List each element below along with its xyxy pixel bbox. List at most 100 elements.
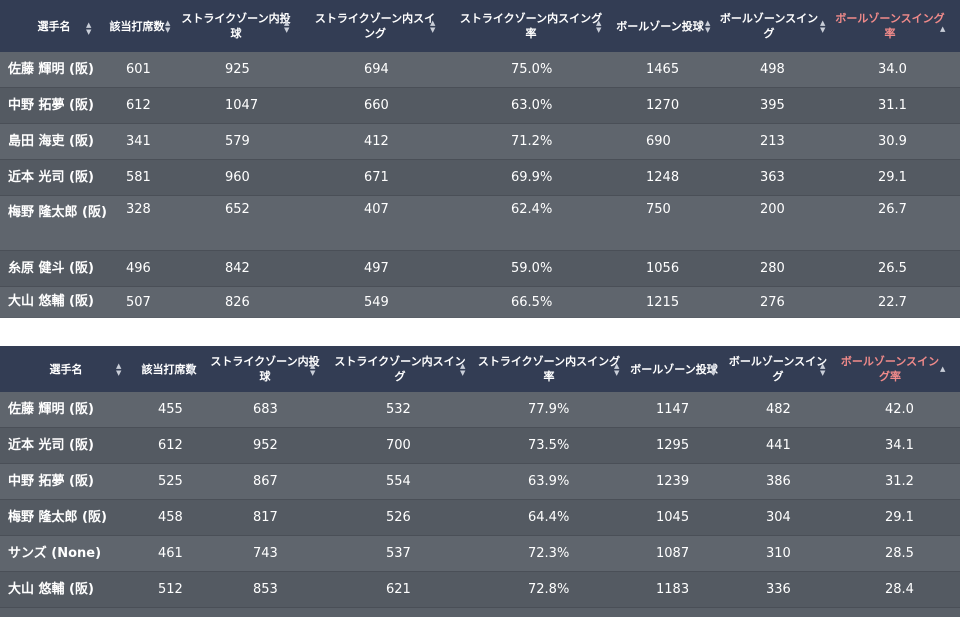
col-header-zone-pitches[interactable]: ストライクゾーン内投球 [210, 355, 320, 383]
cell-ball-pitches: 1465 [646, 62, 680, 77]
cell-zone-pitches: 826 [225, 294, 250, 310]
cell-ball-swing-rate: 42.0 [885, 402, 914, 417]
sort-asc-icon[interactable]: ▲ [940, 365, 946, 373]
cell-player[interactable]: 島田 海吏 (阪) [8, 133, 94, 149]
sort-arrows-icon[interactable]: ▲ ▼ [614, 362, 620, 377]
cell-ball-pitches: 750 [646, 202, 671, 217]
cell-ball-pitches: 1087 [656, 546, 690, 561]
col-header-ball-swing-rate[interactable]: ボールゾーンスイング率 [840, 355, 940, 383]
cell-player[interactable]: 中野 拓夢 (阪) [8, 473, 94, 489]
cell-player[interactable]: 大山 悠輔 (阪) [8, 581, 94, 597]
cell-zone-pitches: 867 [253, 474, 278, 489]
col-header-zone-swings[interactable]: ストライクゾーン内スイング [314, 12, 436, 40]
cell-pa: 512 [158, 582, 183, 597]
col-header-ball-swings[interactable]: ボールゾーンスイング [728, 355, 828, 383]
cell-zone-swing-rate: 63.9% [528, 474, 570, 489]
cell-ball-swings: 498 [760, 62, 785, 77]
sort-arrows-icon[interactable]: ▲ ▼ [116, 362, 122, 377]
cell-player[interactable]: 佐藤 輝明 (阪) [8, 61, 94, 77]
cell-player[interactable]: 梅野 隆太郎 (阪) [8, 205, 107, 220]
cell-zone-pitches: 960 [225, 170, 250, 185]
sort-arrows-icon[interactable]: ▲ ▼ [86, 21, 92, 36]
stats-table-2: 選手名 ▲ ▼ 該当打席数 ▲ ▼ ストライクゾーン内投球 ▲ ▼ ストライクゾーン内… [0, 346, 960, 617]
table-row: 糸原 健斗 (阪) 496 842 497 59.0% 1056 280 26.… [0, 251, 960, 287]
cell-player[interactable]: 梅野 隆太郎 (阪) [8, 509, 107, 525]
col-header-pa[interactable]: 該当打席数 [109, 19, 165, 33]
cell-ball-swings: 213 [760, 134, 785, 149]
cell-player[interactable]: 大山 悠輔 (阪) [8, 294, 94, 309]
cell-zone-swings: 671 [364, 170, 389, 185]
cell-zone-swings: 526 [386, 510, 411, 525]
cell-ball-pitches: 1239 [656, 474, 690, 489]
sort-arrows-icon[interactable]: ▲ ▼ [820, 19, 826, 34]
cell-zone-pitches: 952 [253, 438, 278, 453]
col-header-ball-pitches[interactable]: ボールゾーン投球 [630, 362, 718, 376]
cell-zone-pitches: 683 [253, 402, 278, 417]
sort-arrows-icon[interactable]: ▲ ▼ [430, 19, 436, 34]
cell-pa: 455 [158, 402, 183, 417]
sort-asc-icon[interactable]: ▲ [940, 25, 946, 33]
cell-ball-pitches: 1295 [656, 438, 690, 453]
table-body: 佐藤 輝明 (阪) 455 683 532 77.9% 1147 482 42.… [0, 392, 960, 608]
cell-ball-swings: 363 [760, 170, 785, 185]
cell-player[interactable]: 糸原 健斗 (阪) [8, 260, 94, 276]
cell-zone-swings: 407 [364, 202, 389, 217]
cell-player[interactable]: 佐藤 輝明 (阪) [8, 401, 94, 417]
cell-zone-swing-rate: 71.2% [511, 134, 553, 149]
sort-arrows-icon[interactable]: ▲ ▼ [596, 19, 602, 34]
cell-ball-swings: 441 [766, 438, 791, 453]
cell-pa: 461 [158, 546, 183, 561]
cell-ball-pitches: 1147 [656, 402, 690, 417]
col-header-zone-swing-rate[interactable]: ストライクゾーン内スイング率 [459, 12, 603, 40]
col-header-player[interactable]: 選手名 [49, 362, 83, 376]
cell-player[interactable]: 中野 拓夢 (阪) [8, 97, 94, 113]
cell-ball-swings: 482 [766, 402, 791, 417]
cell-ball-pitches: 690 [646, 134, 671, 149]
table-row: 近本 光司 (阪) 612 952 700 73.5% 1295 441 34.… [0, 428, 960, 464]
cell-ball-swing-rate: 31.2 [885, 474, 914, 489]
cell-pa: 341 [126, 134, 151, 149]
cell-ball-swings: 386 [766, 474, 791, 489]
cell-zone-swings: 621 [386, 582, 411, 597]
cell-ball-pitches: 1183 [656, 582, 690, 597]
table-row: 大山 悠輔 (阪) 507 826 549 66.5% 1215 276 22.… [0, 287, 960, 317]
sort-arrows-icon[interactable]: ▲ ▼ [284, 19, 290, 34]
sort-arrows-icon[interactable]: ▲ ▼ [310, 362, 316, 377]
table-row: 佐藤 輝明 (阪) 455 683 532 77.9% 1147 482 42.… [0, 392, 960, 428]
col-header-player[interactable]: 選手名 [37, 19, 71, 33]
col-header-ball-swings[interactable]: ボールゾーンスイング [719, 12, 819, 40]
cell-zone-swing-rate: 62.4% [511, 202, 553, 217]
cell-ball-swing-rate: 29.1 [878, 170, 907, 185]
col-header-ball-pitches[interactable]: ボールゾーン投球 [616, 19, 704, 33]
cell-player[interactable]: 近本 光司 (阪) [8, 437, 94, 453]
cell-ball-swings: 280 [760, 261, 785, 276]
col-header-ball-swing-rate[interactable]: ボールゾーンスイング率 [835, 12, 945, 40]
sort-arrows-icon[interactable]: ▲ ▼ [165, 19, 171, 34]
cell-zone-pitches: 1047 [225, 98, 259, 113]
sort-arrows-icon[interactable]: ▲ ▼ [820, 362, 826, 377]
cell-zone-swings: 660 [364, 98, 389, 113]
cell-zone-swing-rate: 63.0% [511, 98, 553, 113]
cell-ball-pitches: 1215 [646, 294, 680, 310]
cell-player[interactable]: サンズ (None) [8, 545, 102, 561]
col-header-pa[interactable]: 該当打席数 [141, 362, 197, 376]
cell-ball-pitches: 1270 [646, 98, 680, 113]
col-header-zone-swing-rate[interactable]: ストライクゾーン内スイング率 [477, 355, 621, 383]
table-row: 佐藤 輝明 (阪) 601 925 694 75.0% 1465 498 34.… [0, 52, 960, 88]
col-header-zone-swings[interactable]: ストライクゾーン内スイング [334, 355, 466, 383]
cell-zone-pitches: 579 [225, 134, 250, 149]
sort-arrows-icon[interactable]: ▲ ▼ [460, 362, 466, 377]
cell-zone-swing-rate: 59.0% [511, 261, 553, 276]
cell-pa: 601 [126, 62, 151, 77]
cell-zone-swing-rate: 66.5% [511, 294, 553, 310]
cell-zone-swing-rate: 69.9% [511, 170, 553, 185]
cell-zone-swings: 412 [364, 134, 389, 149]
sort-arrows-icon[interactable]: ▲ ▼ [189, 362, 195, 377]
cell-ball-swings: 276 [760, 294, 785, 310]
sort-arrows-icon[interactable]: ▲ ▼ [705, 19, 711, 34]
col-header-zone-pitches[interactable]: ストライクゾーン内投球 [181, 12, 291, 40]
table-header: 選手名 ▲ ▼ 該当打席数 ▲ ▼ ストライクゾーン内投球 ▲ ▼ ストライクゾーン内… [0, 0, 960, 52]
cell-player[interactable]: 近本 光司 (阪) [8, 169, 94, 185]
sort-arrows-icon[interactable]: ▲ ▼ [711, 362, 717, 377]
cell-ball-swings: 395 [760, 98, 785, 113]
